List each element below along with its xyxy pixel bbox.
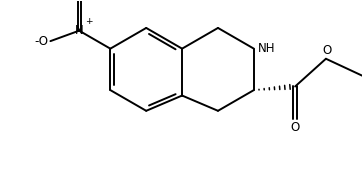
Text: N: N [75,24,84,37]
Text: -O: -O [34,35,48,48]
Text: O: O [323,44,332,57]
Text: NH: NH [258,42,276,55]
Text: +: + [85,17,92,26]
Text: O: O [291,121,300,134]
